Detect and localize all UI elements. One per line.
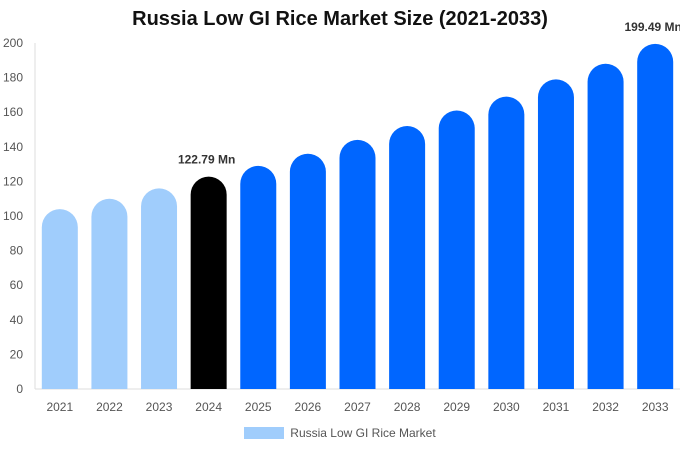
y-tick-label: 200 — [3, 36, 23, 50]
bar-2021 — [41, 209, 78, 389]
data-label: 199.49 Mn — [625, 20, 680, 34]
x-tick-label: 2025 — [245, 400, 272, 414]
legend: Russia Low GI Rice Market — [0, 426, 680, 440]
x-tick-label: 2029 — [443, 400, 470, 414]
y-tick-label: 100 — [3, 209, 23, 223]
x-tick-label: 2022 — [96, 400, 123, 414]
y-tick-label: 40 — [10, 313, 24, 327]
chart-title: Russia Low GI Rice Market Size (2021-203… — [132, 8, 548, 30]
bar-2025 — [240, 165, 277, 389]
x-tick-label: 2031 — [543, 400, 570, 414]
x-tick-label: 2032 — [592, 400, 619, 414]
bar-2027 — [339, 139, 376, 389]
bar-2024 — [190, 176, 227, 389]
bar-2030 — [488, 96, 525, 390]
legend-label: Russia Low GI Rice Market — [290, 426, 436, 440]
bar-2022 — [91, 198, 128, 389]
x-tick-label: 2028 — [394, 400, 421, 414]
y-tick-label: 120 — [3, 174, 23, 188]
x-tick-label: 2027 — [344, 400, 371, 414]
bar-2029 — [438, 110, 475, 389]
bar-2033 — [637, 43, 674, 390]
y-tick-label: 160 — [3, 105, 23, 119]
data-label: 122.79 Mn — [178, 153, 235, 167]
y-tick-label: 20 — [10, 347, 24, 361]
y-tick-label: 60 — [10, 278, 24, 292]
bar-2031 — [537, 79, 574, 389]
y-tick-label: 180 — [3, 71, 23, 85]
x-tick-label: 2033 — [642, 400, 669, 414]
x-tick-label: 2030 — [493, 400, 520, 414]
legend-swatch — [244, 427, 285, 439]
y-tick-label: 0 — [16, 382, 23, 396]
bar-2028 — [389, 126, 426, 390]
x-tick-label: 2026 — [295, 400, 322, 414]
y-tick-label: 80 — [10, 244, 24, 258]
x-tick-label: 2021 — [46, 400, 73, 414]
bar-2026 — [289, 153, 326, 389]
bar-2023 — [141, 188, 178, 389]
x-tick-label: 2023 — [146, 400, 173, 414]
bar-2032 — [587, 63, 624, 389]
y-tick-label: 140 — [3, 140, 23, 154]
x-tick-label: 2024 — [195, 400, 222, 414]
